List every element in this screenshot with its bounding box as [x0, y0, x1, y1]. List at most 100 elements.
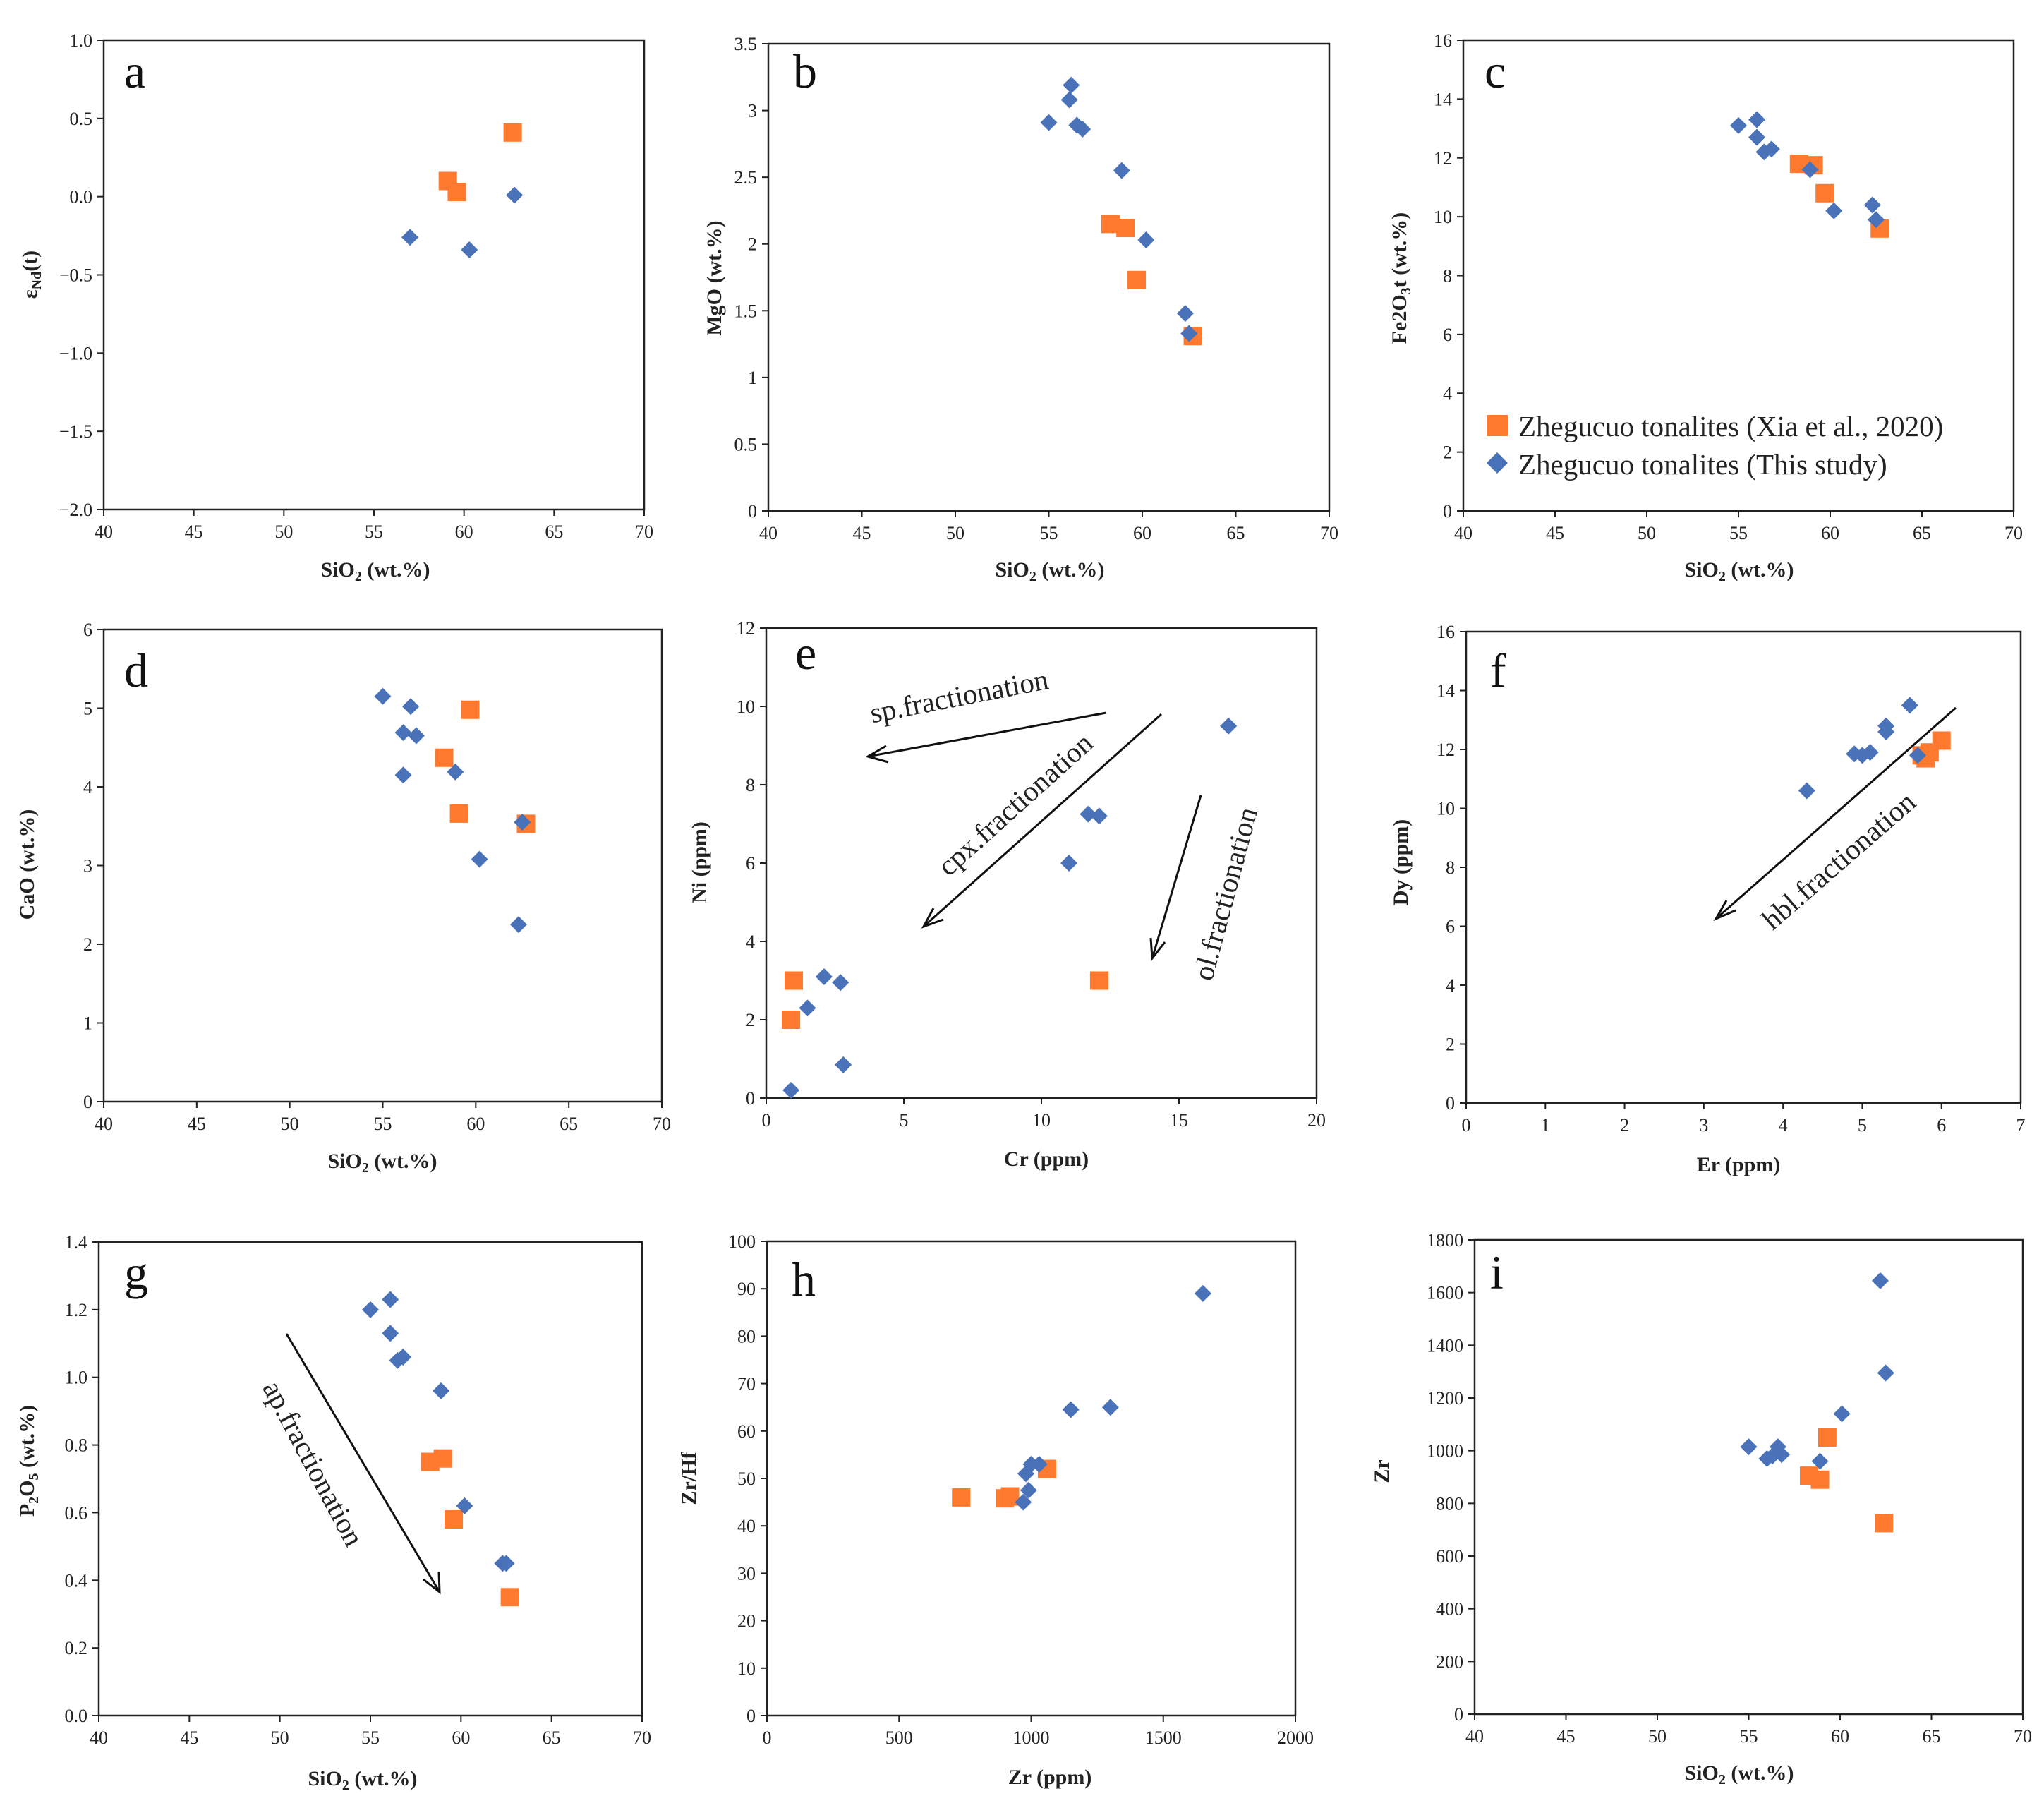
panel-g-point-this-study	[456, 1497, 473, 1514]
panel-i-xtick-label: 60	[1831, 1726, 1849, 1747]
panel-a-point-xia	[503, 123, 522, 142]
panel-e-ytick-label: 2	[746, 1010, 755, 1030]
panel-h-ytick-label: 30	[737, 1563, 756, 1584]
panel-f-ytick-label: 12	[1437, 740, 1455, 760]
panel-g-xtick-label: 40	[90, 1728, 108, 1748]
panel-b: 40 45 50 55 60 65 70 0 0.5 1 1.5 2 2.5 3 3.5 b SiO2 (w…	[703, 34, 1338, 584]
panel-h: 0 500 1000 1500 2000 0 10 20 30 40 50 60 70 80 90 100 h…	[677, 1231, 1314, 1789]
panel-g-ytick-label: 0.8	[65, 1435, 88, 1456]
panel-e-xtick-label: 5	[900, 1110, 909, 1131]
panel-h-ytick-label: 100	[728, 1231, 756, 1252]
panel-g-ytick-label: 0.2	[65, 1638, 88, 1658]
panel-c-ytick-label: 10	[1434, 207, 1452, 227]
panel-h-point-xia	[952, 1488, 971, 1507]
panel-f-point-this-study	[1909, 747, 1927, 764]
panel-b-point-this-study	[1040, 114, 1058, 131]
panel-e-point-this-study	[1080, 805, 1097, 823]
panel-b-xlabel: SiO2 (wt.%)	[996, 558, 1105, 584]
panel-b-ylabel: MgO (wt.%)	[703, 220, 726, 335]
panel-f-ytick-label: 8	[1446, 857, 1455, 878]
panel-b-frame	[767, 42, 1331, 512]
panel-f-xtick-label: 3	[1699, 1115, 1708, 1135]
panel-d-point-xia	[435, 748, 454, 767]
panel-d-point-this-study	[514, 814, 531, 831]
legend-this-study-label: Zhegucuo tonalites (This study)	[1518, 448, 1887, 481]
panel-h-ytick-label: 0	[746, 1706, 756, 1726]
panel-a-label: a	[124, 44, 145, 98]
panel-c-ytick-label: 16	[1434, 30, 1452, 51]
panel-f-ytick-label: 0	[1446, 1093, 1455, 1114]
panel-e-ytick-label: 4	[746, 932, 755, 952]
panel-c: 40 45 50 55 60 65 70 0 2 4 6 8 10 12 14 16 c SiO2 (wt.%…	[1388, 30, 2023, 584]
panel-d-point-this-study	[471, 850, 488, 868]
hbl-fractionation-arrow	[1715, 706, 1957, 920]
panel-h-xtick-label: 0	[763, 1728, 772, 1748]
panel-g-ylabel: P2O5 (wt.%)	[16, 1405, 42, 1517]
panel-f-xtick-label: 1	[1541, 1115, 1550, 1135]
panel-e-point-xia	[782, 1011, 801, 1029]
panel-e-xtick-label: 0	[762, 1110, 771, 1131]
panel-g-point-xia	[500, 1588, 519, 1607]
panel-f-xtick-label: 4	[1779, 1115, 1788, 1135]
panel-e-point-this-study	[1090, 807, 1108, 825]
panel-b-label: b	[793, 44, 817, 98]
panel-i-ytick-label: 800	[1436, 1493, 1463, 1514]
panel-e-ytick-label: 8	[746, 775, 755, 795]
panel-c-point-this-study	[1863, 196, 1881, 214]
panel-c-point-this-study	[1868, 211, 1885, 229]
panel-a-ytick-label: 0.0	[70, 187, 93, 207]
panel-f-xtick-label: 6	[1937, 1115, 1946, 1135]
panel-e-ytick-label: 12	[737, 618, 755, 639]
panel-c-xtick-label: 45	[1546, 523, 1564, 543]
panel-d-ytick-label: 3	[83, 856, 92, 876]
panel-i-xtick-label: 45	[1557, 1726, 1576, 1747]
panel-a-point-this-study	[506, 186, 524, 204]
panel-i-point-this-study	[1833, 1405, 1851, 1423]
ol-fractionation-label: ol.fractionation	[1187, 804, 1264, 984]
panel-i-point-this-study	[1877, 1364, 1894, 1382]
panel-h-ytick-label: 10	[737, 1658, 756, 1679]
panel-i-ylabel: Zr	[1370, 1459, 1393, 1483]
panel-e-point-this-study	[782, 1081, 800, 1099]
panel-i-ytick-label: 1000	[1427, 1441, 1463, 1461]
panel-d-point-this-study	[509, 916, 527, 934]
panel-c-point-xia	[1815, 183, 1834, 203]
panel-e-point-this-study	[1060, 855, 1077, 872]
panel-i-ytick-label: 400	[1436, 1599, 1463, 1620]
panel-g-point-xia	[445, 1510, 464, 1529]
panel-h-ytick-label: 60	[737, 1421, 756, 1442]
panel-d-xtick-label: 50	[281, 1114, 299, 1134]
panel-e: 0 5 10 15 20 0 2 4 6 8 10 12 e Cr (ppm) Ni (ppm) sp…	[688, 618, 1326, 1171]
panel-g-plot: 40 45 50 55 60 65 70 0.0 0.2 0.4 0.6 0.8 1.0 1.2 1.4	[65, 1232, 652, 1748]
panel-i-point-this-study	[1871, 1272, 1889, 1289]
panel-h-ytick-label: 20	[737, 1611, 756, 1632]
panel-d-ytick-label: 4	[83, 777, 92, 797]
panel-d-ylabel: CaO (wt.%)	[16, 809, 39, 920]
panel-i-ytick-label: 200	[1436, 1651, 1463, 1672]
panel-f-ytick-label: 4	[1446, 975, 1455, 996]
panel-b-point-xia	[1116, 219, 1135, 238]
panel-e-ylabel: Ni (ppm)	[688, 821, 711, 903]
panel-b-ytick-label: 3.5	[734, 34, 758, 54]
panel-b-xtick-label: 40	[759, 523, 778, 543]
panel-i-point-this-study	[1811, 1452, 1829, 1470]
panel-a-ytick-label: 1.0	[70, 30, 93, 51]
panel-a-xtick-label: 45	[185, 522, 203, 542]
panel-h-point-this-study	[1062, 1401, 1080, 1418]
panel-i-xlabel: SiO2 (wt.%)	[1685, 1761, 1794, 1788]
panel-i-xtick-label: 40	[1465, 1726, 1484, 1747]
panel-f-point-this-study	[1901, 697, 1918, 714]
panel-i-xtick-label: 50	[1648, 1726, 1667, 1747]
panel-h-point-this-study	[1015, 1493, 1032, 1511]
panel-g-point-this-study	[382, 1325, 399, 1342]
panel-d-xtick-label: 70	[653, 1114, 671, 1134]
panel-e-point-xia	[785, 971, 803, 990]
panel-h-xtick-label: 2000	[1277, 1728, 1314, 1748]
panel-g-xtick-label: 55	[361, 1728, 380, 1748]
panel-g-ytick-label: 1.2	[65, 1300, 88, 1320]
panel-d-xlabel: SiO2 (wt.%)	[328, 1150, 437, 1176]
cpx-fractionation-arrowhead	[921, 908, 944, 929]
panel-e-arrows	[865, 711, 1202, 962]
